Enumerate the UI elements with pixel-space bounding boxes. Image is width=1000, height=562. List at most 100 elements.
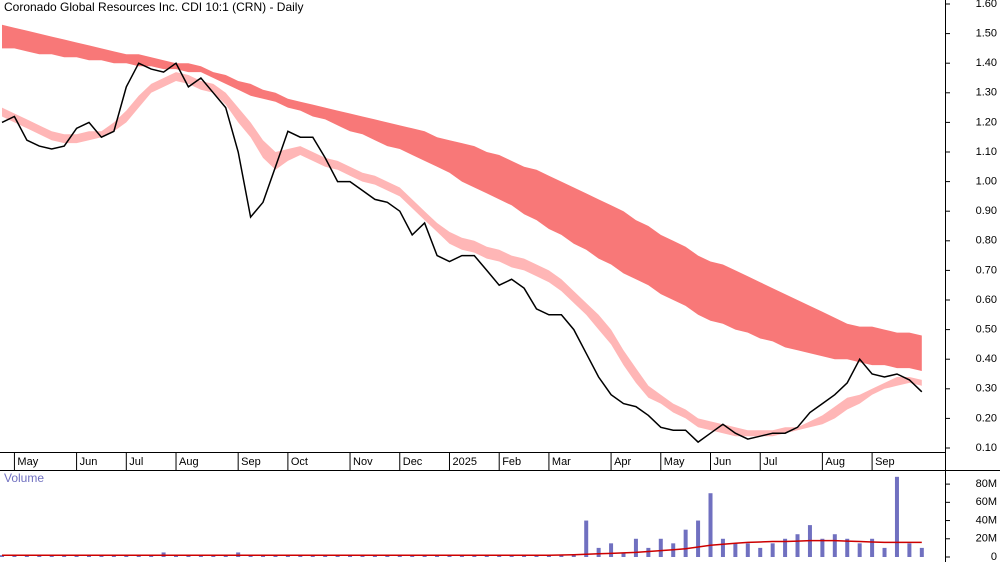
volume-bar — [658, 538, 663, 557]
volume-average — [2, 539, 922, 556]
volume-bar — [248, 555, 253, 557]
x-tick-label: Aug — [825, 456, 845, 468]
y-tick-label: 40M — [976, 514, 997, 526]
volume-bar — [758, 547, 763, 557]
volume-bar — [472, 555, 477, 557]
volume-bar — [720, 538, 725, 557]
chart-title: Coronado Global Resources Inc. CDI 10:1 … — [4, 0, 303, 14]
volume-bar — [633, 538, 638, 557]
volume-bar — [919, 547, 924, 557]
x-tick-label: Nov — [353, 456, 373, 468]
volume-bar — [74, 555, 79, 557]
volume-bar — [223, 555, 228, 557]
y-tick-label: 1.50 — [976, 28, 997, 40]
volume-bar — [186, 555, 191, 557]
volume-bar — [372, 555, 377, 557]
volume-bar — [820, 538, 825, 557]
x-tick-label: Aug — [179, 456, 199, 468]
volume-bar — [447, 555, 452, 557]
volume-bar — [99, 555, 104, 557]
volume-bar — [62, 555, 67, 557]
y-tick-label: 0.70 — [976, 264, 997, 276]
y-tick-label: 0.60 — [976, 294, 997, 306]
volume-bar — [285, 555, 290, 557]
y-tick-label: 0 — [991, 551, 997, 562]
volume-bar — [149, 555, 154, 557]
volume-bar — [783, 538, 788, 557]
x-tick-label: Sep — [241, 456, 261, 468]
volume-bar — [261, 555, 266, 557]
y-tick-label: 20M — [976, 533, 997, 545]
volume-bar — [683, 529, 688, 557]
volume-bar — [459, 555, 464, 557]
x-tick-label: May — [664, 456, 685, 468]
volume-bar — [49, 555, 54, 557]
y-tick-label: 1.30 — [976, 87, 997, 99]
volume-bar — [198, 555, 203, 557]
volume-bar — [273, 555, 278, 557]
volume-bar — [894, 476, 899, 557]
volume-bar — [397, 555, 402, 557]
y-tick-label: 0.10 — [976, 442, 997, 454]
volume-bar — [24, 555, 29, 557]
y-tick-label: 0.90 — [976, 205, 997, 217]
x-tick-label: Jul — [129, 456, 143, 468]
volume-bar — [37, 555, 42, 557]
volume-bar — [136, 555, 141, 557]
volume-bar — [770, 543, 775, 557]
y-tick-label: 60M — [976, 496, 997, 508]
y-tick-label: 0.30 — [976, 383, 997, 395]
volume-bar — [509, 555, 514, 557]
y-tick-label: 1.10 — [976, 146, 997, 158]
x-tick-label: May — [17, 456, 38, 468]
y-tick-label: 0.20 — [976, 412, 997, 424]
volume-bar — [795, 534, 800, 557]
volume-bar — [87, 555, 92, 557]
volume-bar — [857, 543, 862, 557]
volume-bar — [211, 555, 216, 557]
y-tick-label: 1.60 — [976, 0, 997, 10]
volume-bar — [870, 538, 875, 557]
volume-bar — [335, 555, 340, 557]
volume-bar — [832, 534, 837, 557]
volume-title: Volume — [4, 471, 44, 485]
volume-bar — [596, 547, 601, 557]
volume-bar — [609, 543, 614, 557]
volume-bar — [571, 554, 576, 557]
y-tick-label: 80M — [976, 478, 997, 490]
volume-bar — [546, 555, 551, 557]
volume-bar — [534, 555, 539, 557]
y-tick-label: 1.20 — [976, 116, 997, 128]
volume-bar — [621, 552, 626, 557]
volume-bar — [497, 555, 502, 557]
volume-bar — [708, 493, 713, 557]
x-tick-label: Sep — [875, 456, 895, 468]
y-tick-label: 1.40 — [976, 57, 997, 69]
volume-bar — [310, 555, 315, 557]
volume-bar — [907, 543, 912, 557]
volume-bar — [174, 555, 179, 557]
volume-bar — [522, 555, 527, 557]
y-tick-label: 1.00 — [976, 176, 997, 188]
x-tick-label: 2025 — [452, 456, 476, 468]
volume-bar — [882, 547, 887, 557]
x-tick-label: Apr — [614, 456, 631, 468]
volume-bar — [646, 547, 651, 557]
x-tick-label: Jul — [763, 456, 777, 468]
volume-bar — [696, 520, 701, 557]
y-tick-label: 0.80 — [976, 235, 997, 247]
volume-bar — [360, 555, 365, 557]
price-line — [1, 62, 923, 444]
volume-bar — [12, 555, 17, 557]
x-tick-label: Jun — [714, 456, 732, 468]
volume-bar — [385, 555, 390, 557]
x-tick-label: Dec — [403, 456, 423, 468]
volume-bar — [745, 543, 750, 557]
volume-bar — [845, 538, 850, 557]
moving-average-band — [2, 24, 922, 371]
volume-bar — [584, 520, 589, 557]
volume-bar — [298, 555, 303, 557]
